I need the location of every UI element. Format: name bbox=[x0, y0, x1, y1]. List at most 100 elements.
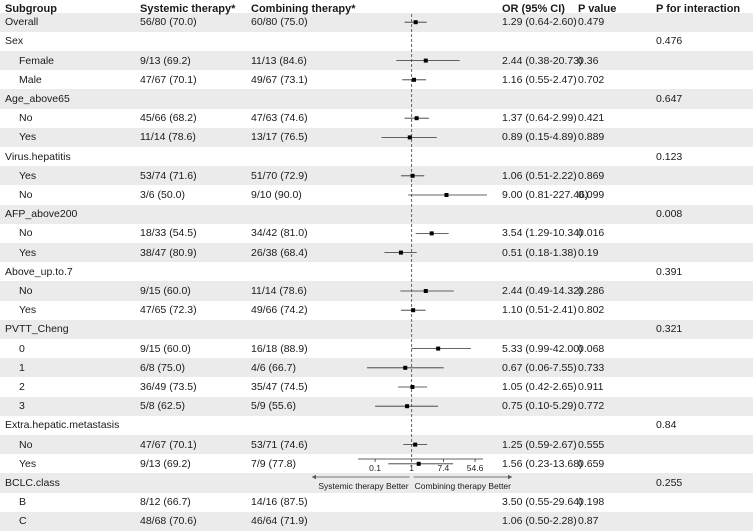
cell-p: 0.702 bbox=[578, 73, 605, 86]
cell-p: 0.479 bbox=[578, 15, 605, 28]
point-estimate bbox=[403, 365, 408, 370]
cell-comb: 13/17 (76.5) bbox=[251, 131, 308, 144]
cell-p: 0.87 bbox=[578, 515, 599, 528]
point-estimate bbox=[411, 77, 416, 82]
row-band bbox=[0, 243, 753, 263]
cell-sys: 9/15 (60.0) bbox=[140, 342, 191, 355]
cell-comb: 49/67 (73.1) bbox=[251, 73, 308, 86]
cell-or-text: 1.16 (0.55-2.47) bbox=[502, 73, 577, 86]
cell-label: C bbox=[19, 515, 27, 528]
point-estimate bbox=[444, 193, 449, 197]
cell-or-text: 1.06 (0.51-2.22) bbox=[502, 169, 577, 182]
row-band bbox=[0, 89, 753, 109]
cell-label: 1 bbox=[19, 361, 25, 374]
cell-pint: 0.476 bbox=[656, 35, 683, 48]
cell-comb: 26/38 (68.4) bbox=[251, 246, 308, 259]
cell-or-text: 2.44 (0.49-14.32) bbox=[502, 284, 583, 297]
cell-sys: 36/49 (73.5) bbox=[140, 380, 197, 393]
forest-plot: 0.1 1 7.4 54.6 bbox=[312, 14, 512, 480]
cell-label: No bbox=[19, 284, 33, 297]
cell-sys: 38/47 (80.9) bbox=[140, 246, 197, 259]
x-tick-label: 0.1 bbox=[369, 463, 381, 473]
row-band bbox=[0, 12, 753, 32]
cell-p: 0.733 bbox=[578, 361, 605, 374]
cell-p: 0.068 bbox=[578, 342, 605, 355]
cell-label: BCLC.class bbox=[5, 476, 60, 489]
cell-comb: 4/6 (66.7) bbox=[251, 361, 296, 374]
point-estimate bbox=[416, 461, 421, 466]
cell-label: Male bbox=[19, 73, 42, 86]
cell-label: No bbox=[19, 111, 33, 124]
cell-p: 0.659 bbox=[578, 457, 605, 470]
left-arrow-head bbox=[312, 474, 316, 480]
point-estimate bbox=[423, 58, 428, 63]
cell-comb: 60/80 (75.0) bbox=[251, 15, 308, 28]
cell-label: Yes bbox=[19, 303, 37, 316]
cell-or-text: 0.89 (0.15-4.89) bbox=[502, 131, 577, 144]
cell-comb: 46/64 (71.9) bbox=[251, 515, 308, 528]
cell-sys: 45/66 (68.2) bbox=[140, 111, 197, 124]
cell-p: 0.772 bbox=[578, 399, 605, 412]
row-band bbox=[0, 511, 753, 531]
cell-comb: 47/63 (74.6) bbox=[251, 111, 308, 124]
cell-label: B bbox=[19, 495, 27, 508]
cell-label: Yes bbox=[19, 169, 37, 182]
cell-or-text: 1.05 (0.42-2.65) bbox=[502, 380, 577, 393]
left-direction-label: Systemic therapy Better bbox=[318, 481, 409, 491]
header-or: OR (95% CI) bbox=[502, 3, 565, 15]
cell-sys: 18/33 (54.5) bbox=[140, 227, 197, 240]
cell-label: Yes bbox=[19, 457, 37, 470]
cell-comb: 11/14 (78.6) bbox=[251, 284, 307, 297]
row-band bbox=[0, 473, 753, 493]
header-subgroup: Subgroup bbox=[5, 3, 57, 15]
x-tick-label: 1 bbox=[409, 463, 414, 473]
cell-pint: 0.84 bbox=[656, 419, 677, 432]
cell-pint: 0.391 bbox=[656, 265, 683, 278]
point-estimate bbox=[407, 135, 412, 140]
row-band bbox=[0, 281, 753, 301]
cell-or-text: 1.29 (0.64-2.60) bbox=[502, 15, 577, 28]
cell-pint: 0.255 bbox=[656, 476, 683, 489]
cell-comb: 11/13 (84.6) bbox=[251, 54, 307, 67]
x-tick-label: 7.4 bbox=[437, 463, 449, 473]
point-estimate bbox=[414, 116, 419, 121]
cell-sys: 56/80 (70.0) bbox=[140, 15, 197, 28]
cell-sys: 53/74 (71.6) bbox=[140, 169, 197, 182]
cell-label: 2 bbox=[19, 380, 25, 393]
cell-comb: 16/18 (88.9) bbox=[251, 342, 308, 355]
header-systemic: Systemic therapy* bbox=[140, 3, 236, 15]
cell-or-text: 1.06 (0.50-2.28) bbox=[502, 515, 577, 528]
cell-label: Overall bbox=[5, 15, 39, 28]
cell-label: Above_up.to.7 bbox=[5, 265, 73, 278]
cell-label: 0 bbox=[19, 342, 25, 355]
cell-p: 0.555 bbox=[578, 438, 605, 451]
point-estimate bbox=[405, 404, 410, 409]
row-band bbox=[0, 319, 753, 339]
point-estimate bbox=[436, 346, 441, 351]
row-band bbox=[0, 166, 753, 186]
x-tick-label: 54.6 bbox=[467, 463, 484, 473]
row-band bbox=[0, 435, 753, 455]
cell-label: No bbox=[19, 188, 33, 201]
cell-sys: 9/13 (69.2) bbox=[140, 457, 191, 470]
header-combining: Combining therapy* bbox=[251, 3, 356, 15]
cell-label: 3 bbox=[19, 399, 25, 412]
cell-p: 0.421 bbox=[578, 111, 605, 124]
cell-comb: 34/42 (81.0) bbox=[251, 227, 308, 240]
cell-comb: 9/10 (90.0) bbox=[251, 188, 302, 201]
cell-label: Yes bbox=[19, 131, 37, 144]
cell-comb: 51/70 (72.9) bbox=[251, 169, 308, 182]
cell-label: No bbox=[19, 227, 33, 240]
point-estimate bbox=[398, 250, 403, 255]
cell-comb: 53/71 (74.6) bbox=[251, 438, 308, 451]
cell-label: Female bbox=[19, 54, 55, 67]
cell-label: PVTT_Cheng bbox=[5, 323, 69, 336]
cell-or-text: 1.56 (0.23-13.68) bbox=[502, 457, 583, 470]
cell-or-text: 1.10 (0.51-2.41) bbox=[502, 303, 577, 316]
cell-comb: 35/47 (74.5) bbox=[251, 380, 308, 393]
row-band bbox=[0, 51, 753, 71]
row-band bbox=[0, 204, 753, 224]
cell-sys: 8/12 (66.7) bbox=[140, 495, 191, 508]
cell-pint: 0.321 bbox=[656, 323, 683, 336]
cell-pint: 0.123 bbox=[656, 150, 683, 163]
